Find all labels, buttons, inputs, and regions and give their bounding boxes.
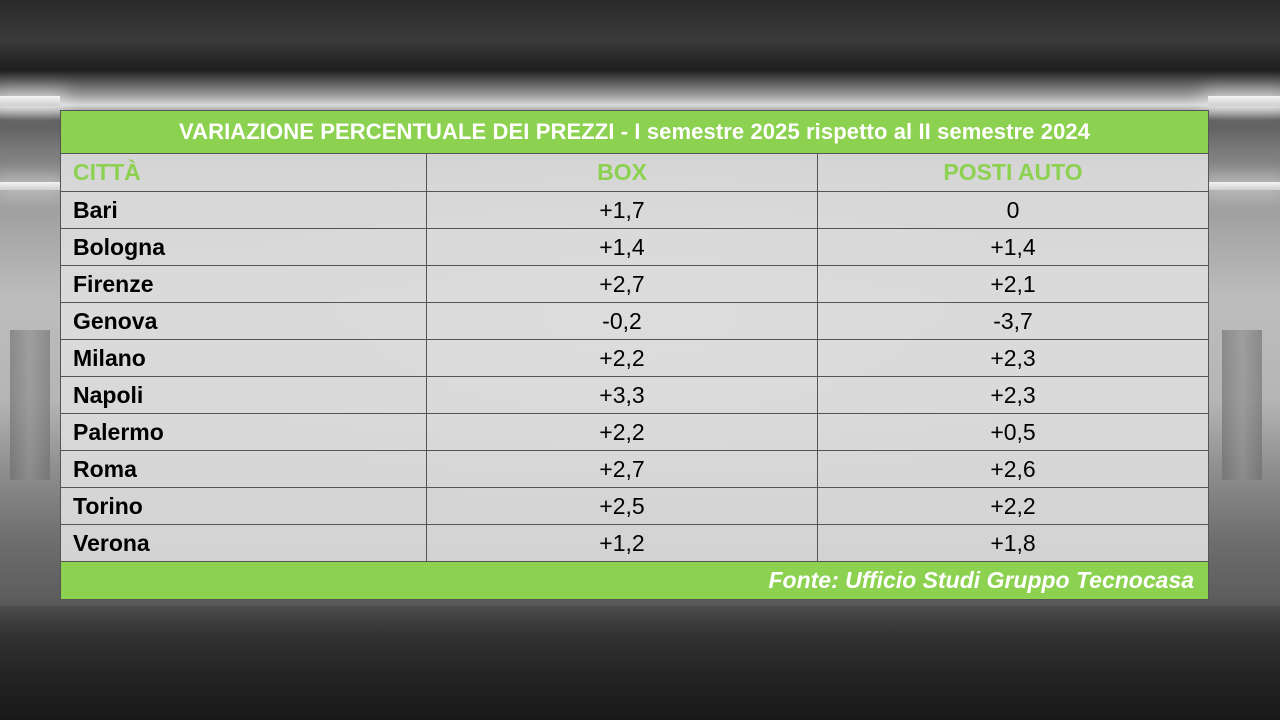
city-cell: Torino xyxy=(60,487,427,525)
table-row: Milano +2,2 +2,3 xyxy=(60,339,1210,377)
title-row: VARIAZIONE PERCENTUALE DEI PREZZI - I se… xyxy=(59,110,1210,154)
box-value-cell: +2,7 xyxy=(426,265,818,303)
data-table: VARIAZIONE PERCENTUALE DEI PREZZI - I se… xyxy=(59,110,1210,600)
city-cell: Bari xyxy=(60,191,427,229)
box-value-cell: +2,2 xyxy=(426,413,818,451)
posti-auto-value-cell: +2,3 xyxy=(816,376,1210,414)
table-row: Genova -0,2 -3,7 xyxy=(60,302,1210,340)
column-header-box: BOX xyxy=(426,153,818,192)
background-pillar xyxy=(1222,330,1262,480)
city-cell: Milano xyxy=(60,339,427,377)
price-variation-table: VARIAZIONE PERCENTUALE DEI PREZZI - I se… xyxy=(59,110,1210,600)
column-header-posti-auto: POSTI AUTO xyxy=(816,153,1210,192)
source-note: Fonte: Ufficio Studi Gruppo Tecnocasa xyxy=(59,561,1210,600)
city-cell: Napoli xyxy=(60,376,427,414)
posti-auto-value-cell: +2,1 xyxy=(816,265,1210,303)
table-row: Verona +1,2 +1,8 xyxy=(60,524,1210,562)
posti-auto-value-cell: +1,8 xyxy=(816,524,1210,562)
table-row: Palermo +2,2 +0,5 xyxy=(60,413,1210,451)
table-row: Firenze +2,7 +2,1 xyxy=(60,265,1210,303)
city-cell: Firenze xyxy=(60,265,427,303)
posti-auto-value-cell: 0 xyxy=(816,191,1210,229)
table-row: Bologna +1,4 +1,4 xyxy=(60,228,1210,266)
posti-auto-value-cell: +1,4 xyxy=(816,228,1210,266)
table-row: Bari +1,7 0 xyxy=(60,191,1210,229)
box-value-cell: +1,7 xyxy=(426,191,818,229)
posti-auto-value-cell: -3,7 xyxy=(816,302,1210,340)
city-cell: Genova xyxy=(60,302,427,340)
header-row: CITTÀ BOX POSTI AUTO xyxy=(60,153,1210,192)
background-ceiling-light xyxy=(1208,182,1280,190)
box-value-cell: +2,7 xyxy=(426,450,818,488)
box-value-cell: +3,3 xyxy=(426,376,818,414)
city-cell: Verona xyxy=(60,524,427,562)
source-row: Fonte: Ufficio Studi Gruppo Tecnocasa xyxy=(59,561,1210,600)
box-value-cell: +1,2 xyxy=(426,524,818,562)
table-row: Torino +2,5 +2,2 xyxy=(60,487,1210,525)
city-cell: Bologna xyxy=(60,228,427,266)
background-ceiling-light xyxy=(0,96,60,106)
posti-auto-value-cell: +2,2 xyxy=(816,487,1210,525)
background-floor xyxy=(0,606,1280,720)
box-value-cell: -0,2 xyxy=(426,302,818,340)
posti-auto-value-cell: +2,3 xyxy=(816,339,1210,377)
background-pillar xyxy=(10,330,50,480)
table-row: Napoli +3,3 +2,3 xyxy=(60,376,1210,414)
table-row: Roma +2,7 +2,6 xyxy=(60,450,1210,488)
table-title: VARIAZIONE PERCENTUALE DEI PREZZI - I se… xyxy=(59,110,1210,154)
box-value-cell: +2,2 xyxy=(426,339,818,377)
background-ceiling-light xyxy=(0,182,60,190)
posti-auto-value-cell: +2,6 xyxy=(816,450,1210,488)
box-value-cell: +1,4 xyxy=(426,228,818,266)
city-cell: Roma xyxy=(60,450,427,488)
background-ceiling-light xyxy=(1208,96,1280,106)
box-value-cell: +2,5 xyxy=(426,487,818,525)
column-header-city: CITTÀ xyxy=(60,153,427,192)
posti-auto-value-cell: +0,5 xyxy=(816,413,1210,451)
city-cell: Palermo xyxy=(60,413,427,451)
